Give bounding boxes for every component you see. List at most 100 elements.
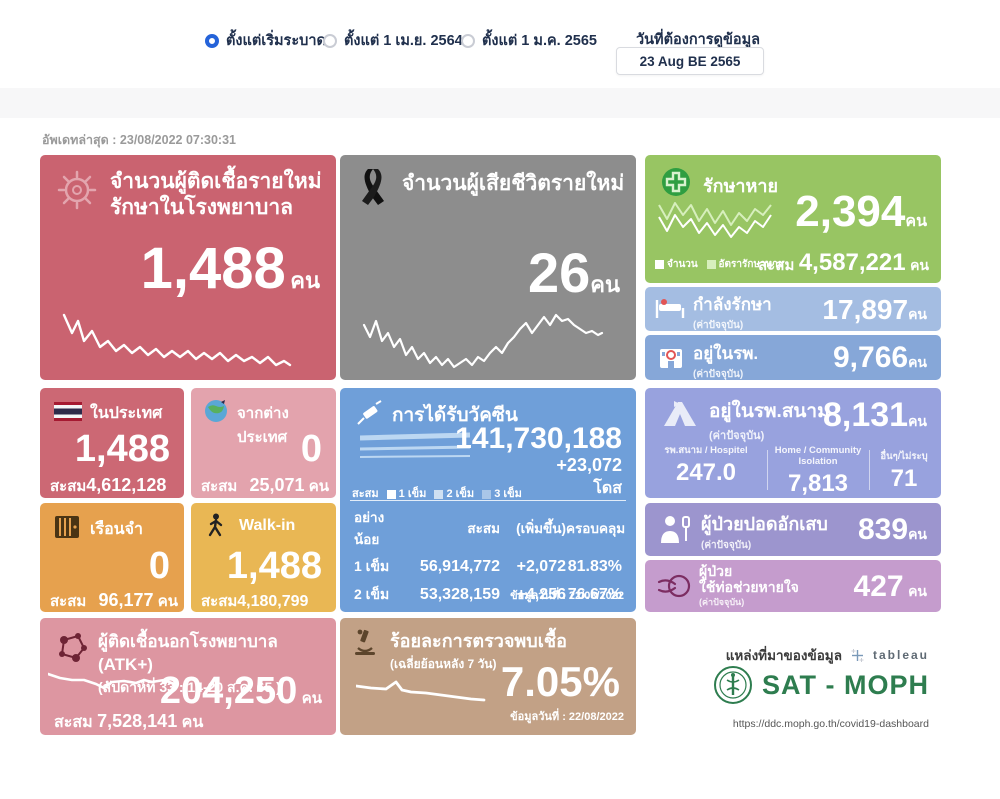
treating-value: 17,897 [822, 294, 909, 325]
card-title: ร้อยละการตรวจพบเชื้อ [390, 631, 567, 651]
card-title: จากต่างประเทศ [237, 405, 289, 446]
card-atk: ผู้ติดเชื้อนอกโรงพยาบาล (ATK+) (สัปดาห์ท… [40, 618, 336, 735]
unit: คน [908, 526, 927, 542]
radio-selected-icon[interactable] [205, 33, 219, 48]
pneumonia-value: 839 [858, 513, 909, 546]
card-title: อยู่ในรพ.สนาม [709, 401, 830, 422]
recovered-cumulative: 4,587,221 [798, 249, 906, 276]
cumulative-label: สะสม [50, 478, 87, 495]
radio-label: ตั้งแต่ 1 เม.ย. 2564 [344, 33, 463, 49]
unit: คน [590, 272, 620, 297]
atk-value: 204,250 [159, 670, 298, 712]
radio-unselected-icon[interactable] [323, 33, 337, 48]
divider [767, 450, 768, 490]
radio-unselected-icon[interactable] [461, 33, 475, 48]
card-subtitle: (เฉลี่ยย้อนหลัง 7 วัน) [390, 657, 497, 671]
col-header: ครอบคลุม [566, 521, 626, 536]
deaths-value: 26 [527, 241, 591, 304]
card-vaccine: การได้รับวัคซีน 141,730,188 +23,072 โดส … [340, 388, 636, 612]
date-picker-input[interactable]: 23 Aug BE 2565 [616, 47, 764, 75]
recovered-value: 2,394 [795, 187, 906, 236]
breakdown-other: อื่นๆ/ไม่ระบุ 71 [873, 446, 935, 493]
globe-icon [203, 398, 229, 424]
card-note: (ค่าปัจจุบัน) [693, 369, 744, 380]
dose2-swatch [434, 489, 444, 499]
card-title: ในประเทศ [90, 405, 163, 422]
dose-cumulative: 56,914,772 [419, 558, 500, 575]
radio-since-apr-2564[interactable]: ตั้งแต่ 1 เม.ย. 2564 [323, 29, 463, 52]
vaccine-delta: +23,072 [556, 455, 622, 475]
tableau-wordmark: tableau [872, 648, 929, 662]
dose-coverage: 76.67% [567, 586, 622, 603]
source-label: แหล่งที่มาของข้อมูล [725, 648, 842, 663]
breakdown-value: 247.0 [675, 458, 737, 486]
card-title: ผู้ติดเชื้อนอกโรงพยาบาล (ATK+) [98, 632, 278, 674]
breakdown-label: อื่นๆ/ไม่ระบุ [880, 451, 928, 462]
dose-label: 2 เข็ม [354, 586, 390, 602]
unit: คน [908, 306, 927, 322]
cumulative-label: สะสม [201, 478, 238, 495]
card-positivity-rate: ร้อยละการตรวจพบเชื้อ (เฉลี่ยย้อนหลัง 7 ว… [340, 618, 636, 735]
legend-rate-swatch [706, 259, 716, 269]
card-pneumonia: ผู้ป่วยปอดอักเสบ (ค่าปัจจุบัน) 839คน [645, 503, 941, 556]
dose1-swatch [386, 489, 396, 499]
vaccine-sparkline [360, 432, 470, 462]
card-title-line1: ผู้ป่วย [699, 563, 733, 579]
ventilator-value: 427 [853, 570, 904, 603]
cumulative-label: สะสม [50, 593, 87, 610]
radio-since-outbreak[interactable]: ตั้งแต่เริ่มระบาด [205, 29, 326, 52]
dose-delta: +2,072 [516, 558, 566, 575]
card-title: จำนวนผู้ติดเชื้อรายใหม่ [110, 170, 322, 193]
microscope-icon [352, 628, 378, 656]
dose-label: 1 เข็ม [354, 558, 390, 574]
card-title: กำลังรักษา [693, 295, 772, 314]
mourning-ribbon-icon [356, 167, 390, 207]
breakdown-label: Home / Community Isolation [774, 445, 862, 467]
tent-icon [661, 398, 699, 430]
positivity-data-date: ข้อมูลวันที่ : 22/08/2022 [510, 711, 624, 723]
breakdown-label: รพ.สนาม / Hospitel [664, 445, 748, 456]
radio-since-jan-2565[interactable]: ตั้งแต่ 1 ม.ค. 2565 [461, 29, 597, 52]
source-block: แหล่งที่มาของข้อมูล tableau SAT - MOP [645, 618, 941, 735]
abroad-cumulative: 25,071 [249, 475, 305, 495]
card-title-line2: ใช้ท่อช่วยหายใจ [699, 579, 799, 596]
card-note: (ค่าปัจจุบัน) [699, 597, 745, 608]
cumulative-label: สะสม [54, 714, 93, 731]
card-treating: กำลังรักษา (ค่าปัจจุบัน) 17,897คน [645, 287, 941, 331]
source-url-link[interactable]: https://ddc.moph.go.th/covid19-dashboard [732, 718, 929, 730]
dose-delta: +4,256 [516, 586, 566, 603]
vaccine-table: อย่างน้อย สะสม (เพิ่มขึ้น) ครอบคลุม 1 เข… [354, 506, 626, 612]
medical-cross-icon [661, 167, 691, 197]
card-title: จำนวนผู้เสียชีวิตรายใหม่ [402, 172, 625, 195]
dose-cumulative: 53,328,159 [419, 586, 500, 603]
breakdown-home-isolation: Home / Community Isolation 7,813 [773, 445, 863, 498]
legend-count-label: จำนวน [667, 259, 698, 270]
ventilator-icon [657, 572, 691, 600]
breakdown-value: 7,813 [787, 469, 849, 497]
divider-band [0, 88, 1000, 118]
unit: คน [301, 690, 322, 707]
syringe-icon [354, 398, 384, 428]
patient-iv-icon [659, 513, 693, 545]
col-header: อย่างน้อย [354, 510, 385, 547]
prison-value: 0 [148, 545, 170, 587]
walking-person-icon [205, 513, 227, 539]
virus-icon [54, 167, 100, 213]
domestic-value: 1,488 [74, 428, 170, 470]
date-picker-label: วันที่ต้องการดูข้อมูล [636, 32, 761, 48]
field-hospital-value: 8,131 [822, 396, 909, 434]
in-hospital-value: 9,766 [832, 341, 909, 374]
divider [350, 500, 626, 501]
card-subtitle: (สัปดาห์ที่ 33 : 14-20 ส.ค. 65 ) [98, 679, 281, 695]
card-note: (ค่าปัจจุบัน) [709, 430, 765, 442]
recovered-sparkline [657, 195, 777, 245]
vaccine-total: 141,730,188 [455, 422, 622, 455]
unit: คน [157, 593, 178, 610]
radio-label: ตั้งแต่ 1 ม.ค. 2565 [482, 33, 597, 49]
table-row: 1 เข็ม 56,914,772 +2,072 81.83% [354, 556, 622, 578]
unit: คน [181, 714, 204, 731]
vaccine-legend-label: สะสม [352, 488, 379, 500]
card-title: เรือนจำ [90, 521, 143, 538]
prison-bars-icon [54, 515, 80, 539]
